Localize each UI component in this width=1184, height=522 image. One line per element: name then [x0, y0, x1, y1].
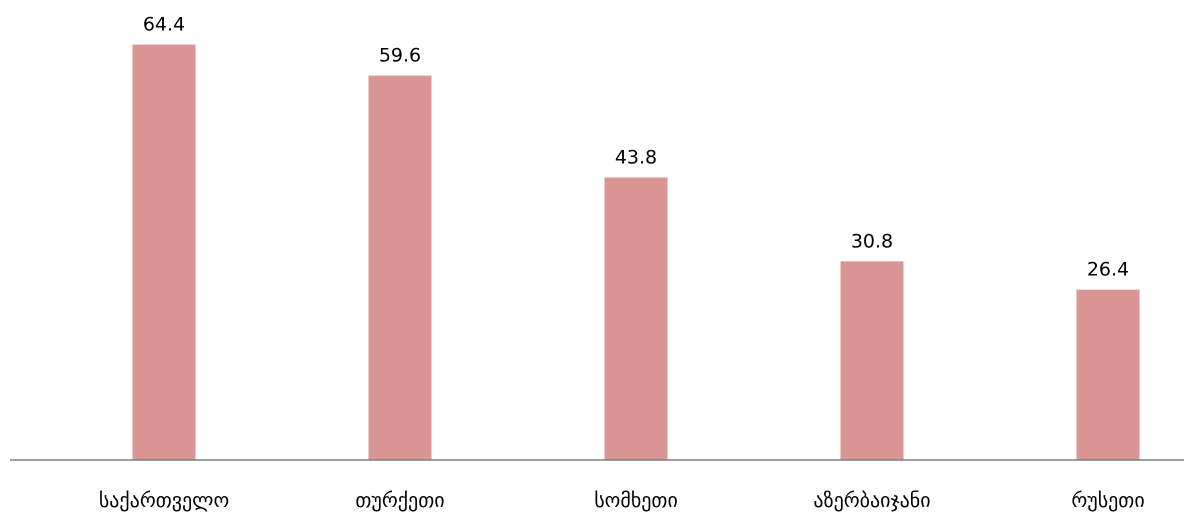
- value-label-3: 30.8: [851, 230, 893, 252]
- value-labels-group: 64.4 59.6 43.8 30.8 26.4: [143, 14, 1129, 281]
- category-label-4: რუსეთი: [1071, 488, 1144, 512]
- bars-group: [132, 44, 1140, 461]
- bar-2: [604, 177, 668, 461]
- bar-0: [132, 44, 196, 461]
- value-label-2: 43.8: [615, 146, 657, 168]
- category-labels-group: საქართველო თურქეთი სომხეთი აზერბაიჯანი რუსეთ…: [99, 488, 1145, 512]
- value-label-0: 64.4: [143, 14, 185, 36]
- category-label-1: თურქეთი: [355, 488, 444, 512]
- value-label-1: 59.6: [379, 45, 421, 67]
- bar-1: [368, 75, 432, 460]
- category-label-3: აზერბაიჯანი: [813, 488, 930, 512]
- bar-3: [840, 261, 904, 460]
- category-label-0: საქართველო: [99, 488, 229, 512]
- value-label-4: 26.4: [1087, 259, 1129, 281]
- bar-4: [1076, 289, 1140, 460]
- category-label-2: სომხეთი: [594, 488, 678, 512]
